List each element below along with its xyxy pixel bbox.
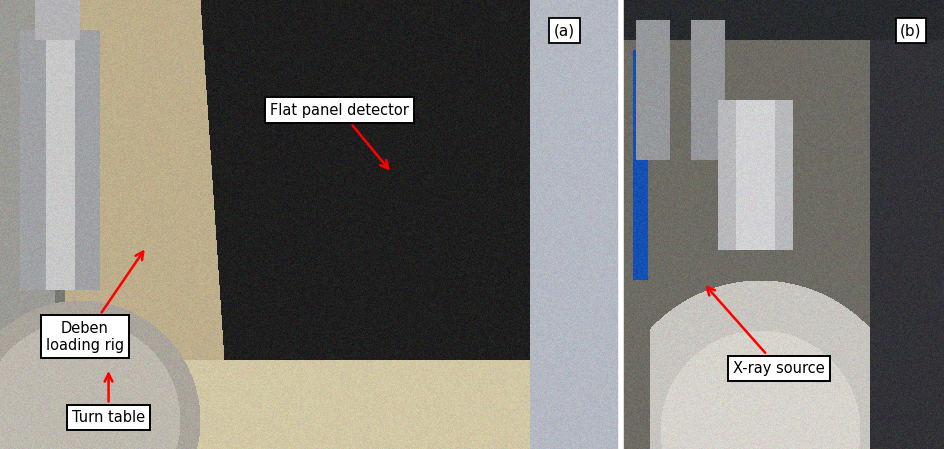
Text: X-ray source: X-ray source: [707, 287, 825, 376]
Text: (a): (a): [554, 23, 575, 38]
Text: Flat panel detector: Flat panel detector: [270, 102, 410, 168]
Text: Deben
loading rig: Deben loading rig: [46, 251, 143, 353]
Text: Turn table: Turn table: [72, 374, 145, 425]
Text: (b): (b): [901, 23, 921, 38]
